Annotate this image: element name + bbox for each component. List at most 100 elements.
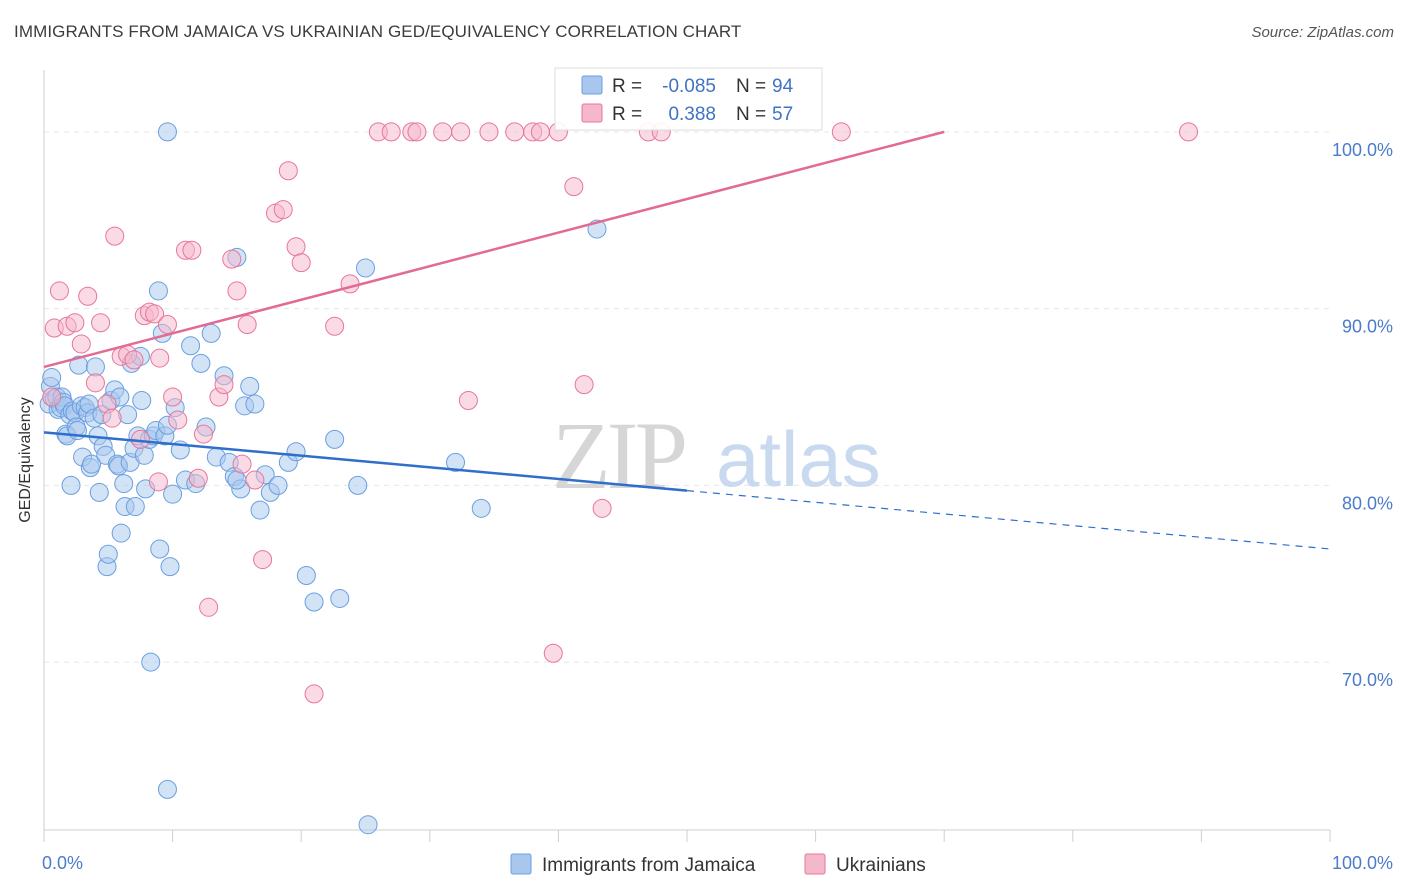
jamaica-point-2	[42, 368, 62, 388]
jamaica-point-43	[118, 405, 138, 425]
jamaica-point-29	[89, 482, 109, 502]
jamaica-point-67	[181, 336, 201, 356]
ukrainians-point-27	[193, 424, 213, 444]
y-tick-labels: 100.0% 90.0% 80.0% 70.0%	[1332, 140, 1393, 690]
stats-n-value-jamaica: 94	[772, 76, 794, 97]
jamaica-point-71	[201, 323, 221, 343]
jamaica-point-47	[125, 497, 145, 517]
ukrainians-point-39	[278, 161, 298, 181]
jamaica-point-93	[358, 815, 378, 835]
chart-title: IMMIGRANTS FROM JAMAICA VS UKRAINIAN GED…	[14, 22, 742, 41]
jamaica-point-54	[141, 652, 161, 672]
y-tick-label-2: 80.0%	[1342, 493, 1393, 513]
series-ukrainians-points	[42, 122, 1199, 704]
ukrainians-point-38	[273, 200, 293, 220]
jamaica-point-95	[471, 498, 491, 518]
x-tick-label-min: 0.0%	[42, 853, 83, 873]
ukrainians-point-21	[157, 315, 177, 335]
ukrainians-point-6	[78, 286, 98, 306]
legend-label-ukrainians: Ukrainians	[836, 855, 926, 876]
y-tick-label-1: 90.0%	[1342, 317, 1393, 337]
ukrainians-point-26	[188, 468, 208, 488]
trend-line-ukrainians	[43, 130, 945, 369]
jamaica-point-94	[446, 452, 466, 472]
jamaica-point-58	[150, 539, 170, 559]
legend-label-jamaica: Immigrants from Jamaica	[542, 855, 756, 876]
ukrainians-point-19	[148, 472, 168, 492]
ukrainians-point-20	[150, 348, 170, 368]
stats-n-label-ukrainians: N =	[736, 104, 766, 125]
stats-swatch-jamaica	[581, 75, 603, 95]
x-ticks	[43, 830, 1331, 842]
stats-box: R = -0.085 N = 94 R = 0.388 N = 57	[554, 67, 823, 131]
jamaica-point-51	[134, 445, 154, 465]
stats-n-value-ukrainians: 57	[772, 104, 793, 125]
jamaica-point-57	[148, 281, 168, 301]
ukrainians-point-28	[199, 597, 219, 617]
ukrainians-point-23	[168, 410, 188, 430]
jamaica-point-89	[325, 429, 345, 449]
ukrainians-point-53	[505, 122, 525, 142]
ukrainians-point-42	[304, 684, 324, 704]
jamaica-point-88	[304, 592, 324, 612]
stats-r-label-ukrainians: R =	[612, 104, 642, 125]
ukrainians-point-36	[253, 550, 273, 570]
ukrainians-point-55	[530, 122, 550, 142]
jamaica-point-34	[98, 544, 118, 564]
ukrainians-point-2	[49, 281, 69, 301]
stats-n-label-jamaica: N =	[736, 76, 766, 97]
ukrainians-point-4	[65, 313, 85, 333]
stats-swatch-ukrainians	[581, 103, 603, 123]
legend: Immigrants from Jamaica Ukrainians	[510, 853, 926, 876]
ukrainians-point-32	[227, 281, 247, 301]
ukrainians-point-34	[237, 315, 257, 335]
ukrainians-point-8	[91, 313, 111, 333]
jamaica-point-91	[348, 475, 368, 495]
ukrainians-point-18	[145, 304, 165, 324]
stats-r-value-jamaica: -0.085	[662, 76, 716, 97]
ukrainians-point-48	[407, 122, 427, 142]
jamaica-point-92	[356, 258, 375, 278]
series-jamaica-points	[39, 122, 607, 835]
jamaica-point-50	[132, 391, 152, 411]
ukrainians-point-52	[479, 122, 499, 142]
ukrainians-point-46	[381, 122, 401, 142]
ukrainians-point-44	[340, 274, 360, 294]
trend-line-jamaica	[43, 431, 688, 492]
jamaica-point-81	[250, 500, 270, 520]
ukrainians-point-11	[105, 226, 125, 246]
watermark-atlas: atlas	[716, 415, 881, 503]
y-axis-label: GED/Equivalency	[17, 397, 34, 522]
jamaica-point-80	[245, 394, 265, 414]
ukrainians-point-40	[286, 237, 306, 257]
watermark: ZIP atlas	[552, 402, 881, 509]
trend-line-jamaica-extension	[686, 490, 1331, 550]
ukrainians-point-50	[451, 122, 471, 142]
jamaica-point-97	[157, 779, 177, 799]
watermark-zip: ZIP	[552, 402, 685, 509]
ukrainians-point-59	[574, 375, 594, 395]
ukrainians-point-56	[543, 643, 563, 663]
ukrainians-point-5	[71, 334, 91, 354]
ukrainians-point-41	[291, 253, 311, 273]
x-tick-label-max: 100.0%	[1332, 853, 1393, 873]
ukrainians-point-25	[182, 240, 202, 260]
jamaica-point-99	[227, 470, 247, 490]
ukrainians-point-49	[433, 122, 453, 142]
jamaica-point-40	[111, 523, 131, 543]
jamaica-point-79	[240, 376, 260, 396]
trend-lines	[43, 130, 1331, 550]
jamaica-point-25	[82, 454, 102, 474]
jamaica-point-13	[61, 475, 81, 495]
jamaica-point-98	[157, 122, 177, 142]
jamaica-point-84	[268, 475, 288, 495]
jamaica-point-87	[296, 565, 316, 585]
grid-layer	[44, 131, 1330, 663]
ukrainians-point-14	[124, 350, 144, 370]
jamaica-point-27	[85, 357, 105, 377]
ukrainians-point-63	[831, 122, 851, 142]
stats-r-label-jamaica: R =	[612, 76, 642, 97]
ukrainians-point-0	[42, 387, 62, 407]
ukrainians-point-60	[592, 498, 612, 518]
